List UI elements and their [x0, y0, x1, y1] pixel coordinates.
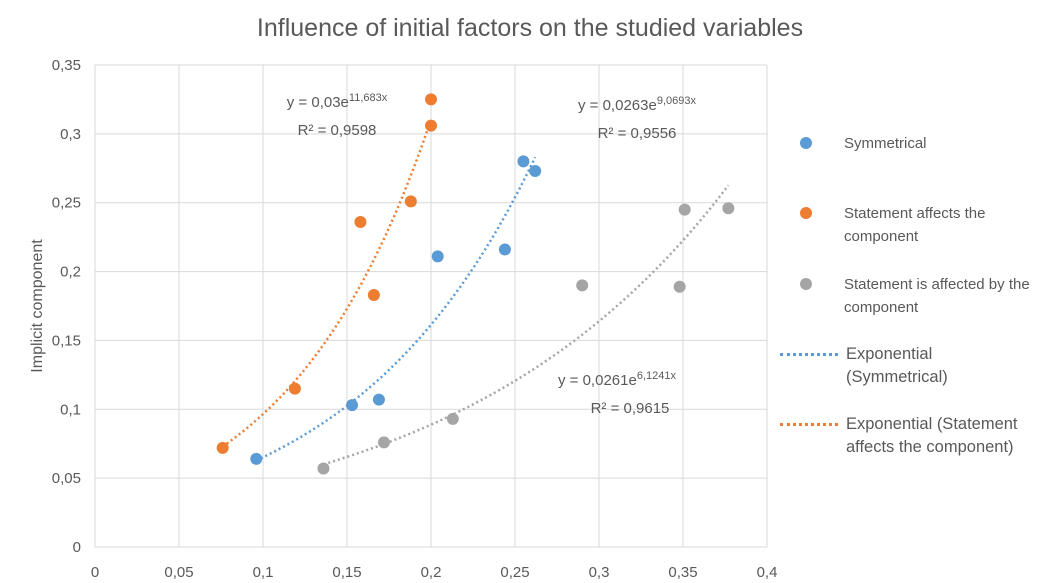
x-tick-label: 0,3 — [589, 564, 610, 581]
x-tick-label: 0,2 — [421, 564, 442, 581]
equation-exponent: 9,0693x — [657, 95, 697, 107]
trend-r2: R² = 0,9556 — [598, 125, 677, 142]
trendline — [221, 119, 433, 448]
x-tick-label: 0,1 — [253, 564, 274, 581]
point — [354, 215, 367, 228]
chart-title: Influence of initial factors on the stud… — [257, 14, 803, 42]
point — [404, 195, 417, 208]
point — [498, 243, 511, 256]
x-tick-label: 0,35 — [668, 564, 697, 581]
y-tick-label: 0,25 — [52, 195, 81, 212]
x-tick-label: 0,15 — [332, 564, 361, 581]
legend-swatch — [800, 278, 812, 290]
y-tick-label: 0,05 — [52, 470, 81, 487]
y-tick-label: 0,15 — [52, 332, 81, 349]
equation-base: y = 0,0261e — [558, 372, 637, 389]
point — [529, 165, 542, 178]
point — [317, 462, 330, 475]
point — [346, 399, 359, 412]
y-tick-label: 0,1 — [60, 401, 81, 418]
trend-r2: R² = 0,9598 — [298, 122, 377, 139]
equation-base: y = 0,03e — [287, 94, 349, 111]
x-tick-label: 0,4 — [757, 564, 778, 581]
point — [678, 203, 691, 216]
point — [367, 288, 380, 301]
point — [250, 452, 263, 465]
point — [517, 155, 530, 168]
point — [216, 441, 229, 454]
y-tick-label: 0,35 — [52, 57, 81, 74]
legend-label: Exponential (Symmetrical) — [846, 345, 948, 386]
point — [425, 119, 437, 132]
legend-label: Symmetrical — [844, 135, 927, 152]
x-tick-label: 0 — [91, 564, 99, 581]
x-tick-label: 0,25 — [500, 564, 529, 581]
trend-equation: y = 0,0261e6,1241x — [558, 370, 676, 389]
point — [446, 412, 459, 425]
point — [288, 382, 301, 395]
y-axis-label: Implicit component — [29, 239, 46, 373]
legend-swatch — [800, 207, 812, 219]
point — [377, 436, 390, 449]
point — [425, 93, 437, 106]
point — [673, 280, 686, 293]
legend-swatch — [780, 423, 838, 426]
legend-label: Exponential (Statement affects the compo… — [846, 415, 1018, 456]
equation-exponent: 11,683x — [349, 92, 388, 104]
legend-label: Statement is affected by the component — [844, 276, 1030, 316]
y-tick-label: 0,3 — [60, 126, 81, 143]
legend-label: Statement affects the component — [844, 205, 986, 245]
equation-exponent: 6,1241x — [637, 370, 677, 382]
point — [576, 279, 589, 292]
trendline — [255, 156, 537, 462]
legend-swatch — [800, 137, 812, 149]
trend-r2: R² = 0,9615 — [591, 400, 670, 417]
trend-equation: y = 0,0263e9,0693x — [578, 95, 696, 114]
point — [722, 202, 735, 215]
trend-equation: y = 0,03e11,683x — [287, 92, 388, 111]
legend-swatch — [780, 353, 838, 356]
point — [372, 393, 385, 406]
y-tick-label: 0 — [73, 539, 81, 556]
trendline — [323, 184, 730, 466]
point — [431, 250, 444, 263]
y-tick-label: 0,2 — [60, 264, 81, 281]
x-tick-label: 0,05 — [164, 564, 193, 581]
equation-base: y = 0,0263e — [578, 97, 657, 114]
